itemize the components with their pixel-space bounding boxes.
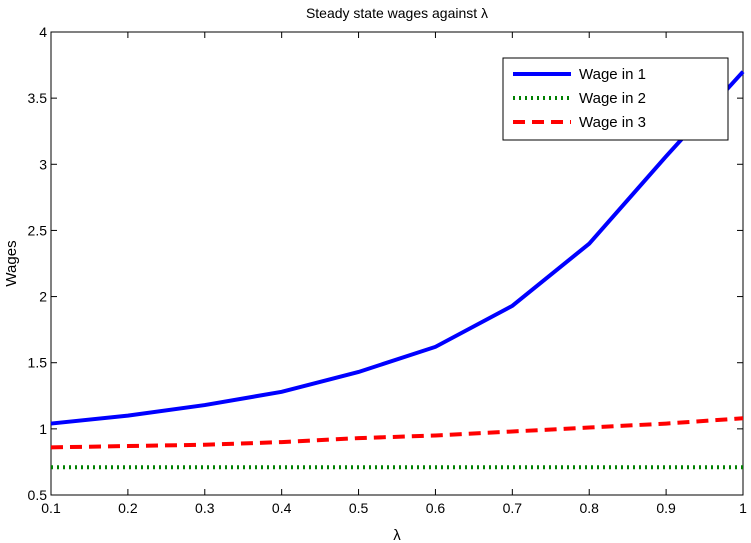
x-tick-label: 0.4 <box>272 500 292 516</box>
legend-label-1: Wage in 1 <box>579 66 646 83</box>
x-tick-label: 0.5 <box>349 500 369 516</box>
y-tick-label: 0.5 <box>28 487 48 503</box>
axis-ticks: 0.1 0.2 0.3 0.4 0.5 0.6 0.7 0.8 0.9 1 0.5 1 1.5 2 2.5 3… <box>28 24 748 516</box>
legend: Wage in 1 Wage in 2 Wage in 3 <box>502 57 729 141</box>
x-tick-label: 0.8 <box>579 500 599 516</box>
x-axis-label: λ <box>393 527 401 543</box>
x-tick-label: 0.7 <box>503 500 523 516</box>
y-tick-label: 2 <box>39 289 47 305</box>
x-tick-label: 0.2 <box>118 500 138 516</box>
series-layer <box>50 70 745 470</box>
x-tick-label: 0.1 <box>41 500 61 516</box>
legend-label-2: Wage in 2 <box>579 90 646 107</box>
y-axis-label: Wages <box>3 240 20 286</box>
y-tick-label: 3 <box>39 156 47 172</box>
y-tick-label: 2.5 <box>28 222 48 238</box>
x-tick-label: 1 <box>739 500 747 516</box>
legend-label-3: Wage in 3 <box>579 114 646 131</box>
legend-box <box>502 57 729 141</box>
y-tick-label: 3.5 <box>28 90 48 106</box>
y-tick-label: 1 <box>39 421 47 437</box>
series-line-3 <box>50 416 744 450</box>
x-tick-label: 0.9 <box>656 500 676 516</box>
x-tick-label: 0.3 <box>195 500 215 516</box>
chart-title: Steady state wages against λ <box>306 5 488 21</box>
x-tick-label: 0.6 <box>426 500 446 516</box>
y-tick-label: 1.5 <box>28 355 48 371</box>
series-line-1 <box>50 70 745 426</box>
y-tick-label: 4 <box>39 24 47 40</box>
